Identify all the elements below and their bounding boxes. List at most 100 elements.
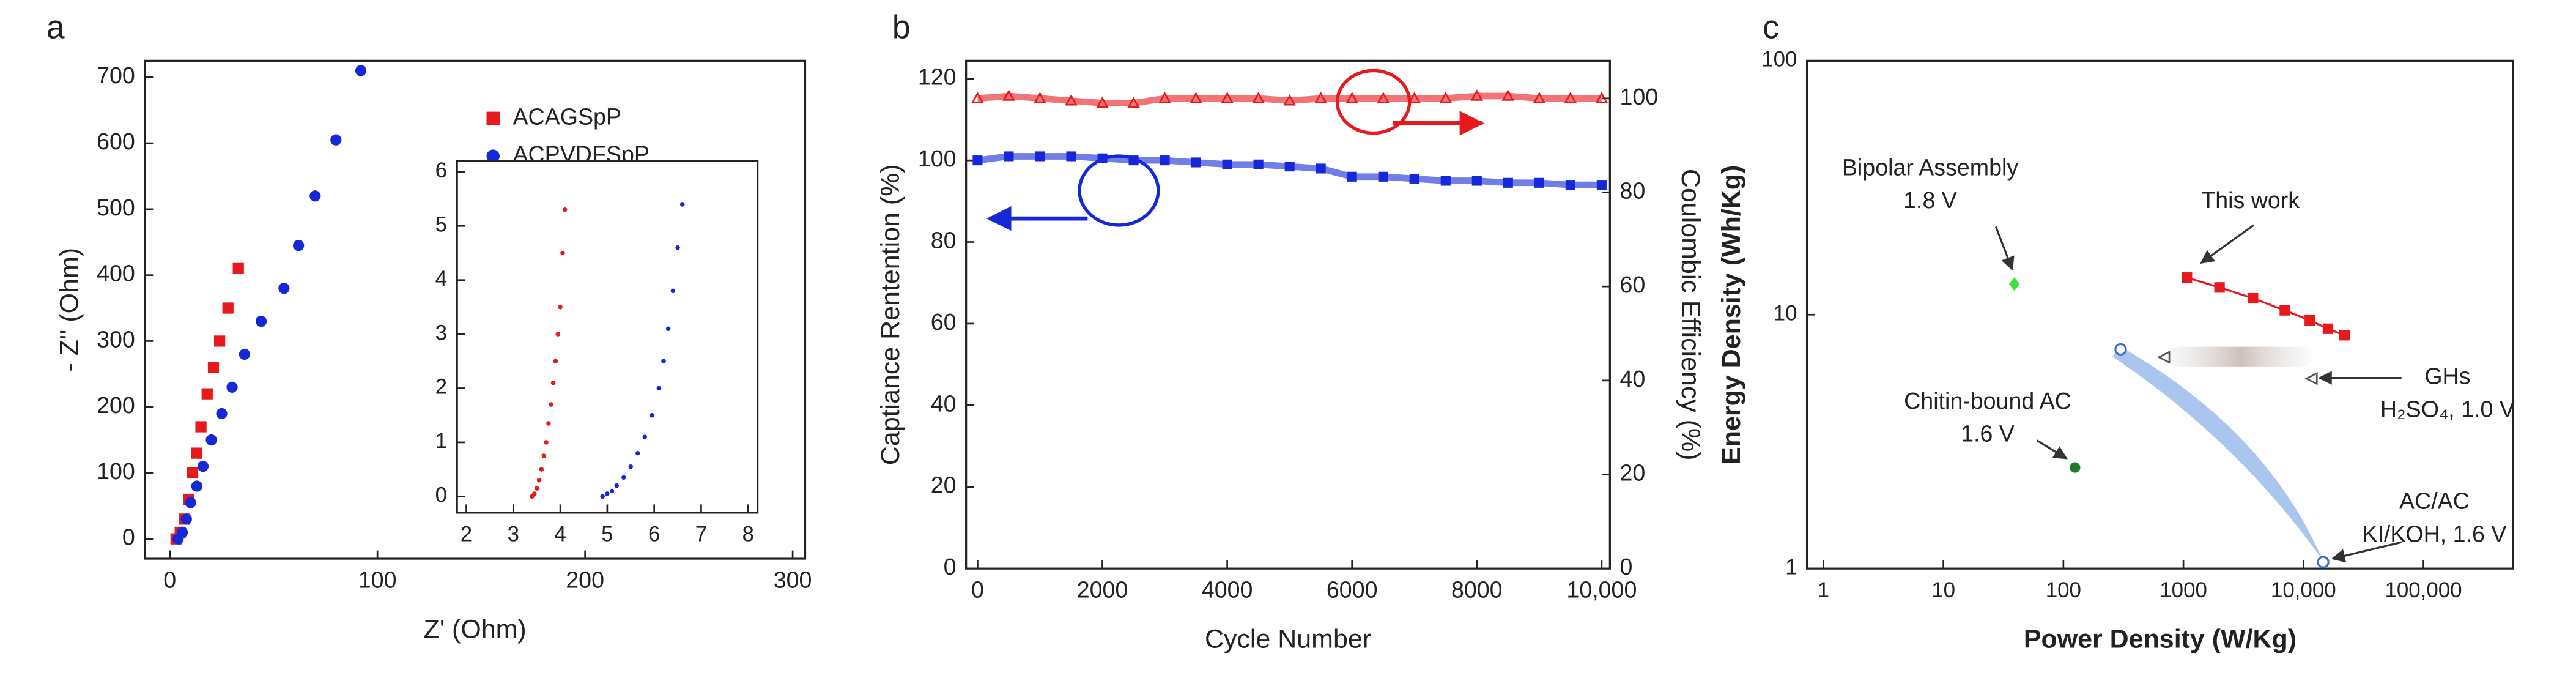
- marker: [532, 491, 537, 496]
- marker: [534, 486, 539, 491]
- marker: [2339, 330, 2350, 341]
- annotation-label: Chitin-bound AC: [1904, 388, 2071, 414]
- y-tick-label: 1: [1785, 555, 1797, 579]
- y-tick-label: 60: [931, 309, 957, 335]
- marker: [1127, 96, 1140, 108]
- marker: [187, 467, 199, 479]
- y-tick-label: 700: [97, 62, 135, 88]
- marker: [207, 362, 220, 373]
- marker: [1345, 92, 1359, 103]
- marker: [293, 239, 305, 251]
- marker: [1533, 92, 1546, 103]
- y-tick-label: 3: [435, 321, 447, 344]
- y2-tick-label: 0: [1619, 554, 1632, 579]
- marker: [1253, 159, 1264, 169]
- y-tick-label: 1: [435, 429, 447, 453]
- arrow: [2200, 224, 2254, 264]
- series-line: [977, 92, 1602, 106]
- x-tick-label: 2000: [1077, 577, 1128, 603]
- axes-frame: [965, 59, 1611, 570]
- marker: [1035, 151, 1045, 162]
- x-tick-label: 10,000: [1566, 577, 1637, 603]
- marker: [214, 335, 226, 347]
- marker: [185, 497, 196, 508]
- marker: [539, 467, 544, 472]
- marker: [309, 190, 321, 202]
- y-tick-label: 5: [435, 212, 447, 236]
- marker: [605, 491, 610, 496]
- y-tick-label: 20: [931, 472, 957, 498]
- marker: [536, 478, 542, 483]
- x-tick-label: 10: [1931, 578, 1955, 602]
- y-tick-label: 400: [97, 261, 135, 286]
- marker: [1564, 92, 1577, 103]
- inset-background: [457, 161, 758, 513]
- annotation-label: 1.6 V: [1961, 421, 2015, 447]
- annotation-label: Bipolar Assembly: [1842, 155, 2018, 181]
- marker: [635, 450, 640, 456]
- y-tick-label: 100: [918, 146, 957, 171]
- region-band: [2112, 346, 2323, 560]
- marker: [201, 388, 213, 400]
- y-axis-label: Captiance Rentention (%): [876, 164, 905, 465]
- y-tick-label: 10: [1774, 301, 1797, 325]
- marker: [1470, 89, 1484, 101]
- y-tick-label: 120: [918, 64, 957, 90]
- marker: [2248, 292, 2259, 304]
- y-tick-label: 100: [97, 458, 135, 484]
- marker: [541, 453, 546, 458]
- marker: [1158, 92, 1171, 103]
- y-tick-label: 100: [1761, 48, 1797, 72]
- y-axis-label: Energy Density (Wh/Kg): [1717, 165, 1746, 464]
- x-axis-label: Z' (Ohm): [424, 615, 527, 644]
- highlight-circle: [1078, 154, 1160, 227]
- marker: [216, 408, 228, 420]
- x-tick-label: 8000: [1451, 577, 1503, 603]
- marker: [1004, 151, 1014, 162]
- marker: [191, 447, 202, 459]
- arrow: [2036, 439, 2068, 460]
- marker: [661, 359, 666, 364]
- x-tick-label: 4: [554, 523, 566, 546]
- region-band: [2168, 346, 2313, 367]
- y-tick-label: 2: [435, 375, 447, 399]
- x-tick-label: 2: [461, 523, 472, 546]
- marker: [1408, 92, 1421, 103]
- marker: [1190, 92, 1202, 103]
- y2-tick-label: 40: [1619, 366, 1645, 392]
- marker: [1471, 176, 1482, 186]
- marker: [1534, 177, 1544, 188]
- y-tick-label: 6: [435, 158, 447, 182]
- marker: [621, 475, 626, 480]
- marker: [679, 202, 685, 207]
- y-tick-label: 80: [931, 227, 957, 253]
- y2-tick-label: 100: [1619, 84, 1658, 110]
- annotation-label: GHs: [2424, 363, 2470, 389]
- marker: [560, 250, 565, 256]
- series-line: [2186, 277, 2345, 337]
- y2-tick-label: 60: [1619, 272, 1645, 297]
- panel-label: c: [1763, 9, 1779, 46]
- y2-tick-label: 20: [1619, 460, 1645, 485]
- x-tick-label: 1: [1818, 578, 1829, 602]
- marker: [278, 283, 290, 294]
- marker: [2182, 272, 2193, 283]
- x-tick-label: 4000: [1202, 577, 1253, 603]
- marker: [205, 434, 217, 446]
- x-tick-label: 100: [2046, 578, 2081, 602]
- marker: [971, 92, 984, 103]
- marker: [2304, 371, 2318, 385]
- x-tick-label: 200: [566, 567, 604, 593]
- marker: [1096, 96, 1109, 108]
- marker: [176, 526, 188, 538]
- marker: [555, 332, 561, 337]
- annotation-label: AC/AC: [2399, 488, 2470, 514]
- y-tick-label: 300: [97, 326, 135, 352]
- marker: [1283, 94, 1296, 106]
- marker: [670, 288, 676, 294]
- arrow: [2331, 541, 2402, 563]
- y-tick-label: 500: [97, 195, 135, 220]
- y-tick-label: 0: [122, 524, 135, 550]
- x-tick-label: 100,000: [2385, 578, 2462, 602]
